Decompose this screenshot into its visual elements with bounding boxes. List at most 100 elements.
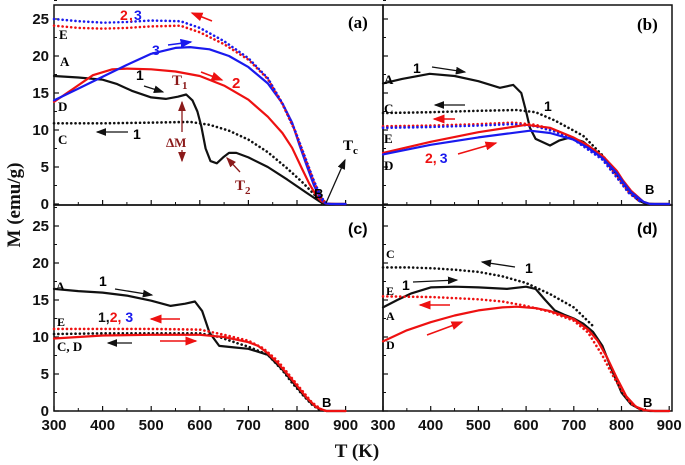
- point-b: B: [643, 395, 652, 410]
- panel-label-b: (b): [637, 15, 658, 34]
- x-tick-label: 500: [139, 417, 164, 434]
- point-c: C: [384, 101, 393, 116]
- label-2-heating: 2: [232, 75, 240, 92]
- y-tick-label: 0: [41, 196, 49, 213]
- point-e: E: [59, 27, 68, 42]
- point-b: B: [322, 395, 331, 410]
- axes-layer: 0 5 10 15 20 25 300 400 500 600 700 800 900 0 5 10 15 20 2…: [32, 0, 682, 434]
- y-tick-label: 20: [32, 255, 49, 272]
- y-tick-label: 10: [32, 329, 49, 346]
- delta-m-label: ΔM: [166, 135, 186, 150]
- plot-frame: [53, 204, 384, 412]
- x-tick-label: 300: [370, 417, 395, 434]
- t1-label: T1: [172, 73, 188, 92]
- point-d: D: [58, 99, 67, 114]
- y-tick-label: 5: [41, 159, 49, 176]
- series-1-dotted-line: [52, 332, 328, 413]
- y-tick-label: 20: [32, 48, 49, 65]
- label-1-2-3: 1,2, 3: [98, 309, 133, 325]
- label-3: 3: [134, 7, 142, 23]
- tc-arrow: [325, 158, 346, 204]
- label-comma: ,: [129, 7, 133, 23]
- point-b: B: [645, 182, 654, 197]
- panel-b-annotations: (b) A 1 C 1 E D 2, 3 B: [384, 15, 658, 197]
- t2-arrow: [226, 157, 241, 173]
- series-2-dotted-line: [52, 24, 328, 205]
- x-tick-label: 700: [236, 417, 261, 434]
- y-tick-label: 25: [32, 11, 49, 28]
- y-tick-label: 15: [32, 85, 49, 102]
- arrow-heating-black: [114, 288, 154, 298]
- panel-d: 300 400 500 600 700 800 900: [370, 204, 682, 434]
- panel-d-annotations: (d) C 1 E 1 A D B: [386, 221, 657, 410]
- point-d: D: [384, 158, 393, 173]
- series-2-dotted-line: [381, 295, 649, 413]
- series-1-dotted-line: [381, 108, 642, 204]
- panel-a-annotations: (a) 2 , 3 E 3 A 1 T1 2 D C 1 ΔM T2 B Tc: [58, 7, 368, 204]
- series-3-solid-line: [52, 46, 347, 206]
- arrow-cooling-black: [480, 259, 516, 268]
- x-axis-label: T (K): [335, 441, 380, 462]
- y-tick-label: 25: [32, 218, 49, 235]
- label-3-heating: 3: [152, 42, 160, 58]
- plot-frame: [53, 4, 384, 206]
- point-b: B: [314, 186, 323, 201]
- arrow-heating-black: [412, 276, 459, 285]
- x-tick-label: 900: [333, 417, 358, 434]
- series-1-solid-line: [52, 74, 347, 206]
- y-tick-label: 0: [41, 403, 49, 420]
- series-1-dotted-line: [52, 120, 325, 205]
- tc-label: Tc: [343, 138, 358, 157]
- point-a: A: [386, 309, 395, 323]
- label-1-heating: 1: [413, 60, 421, 76]
- x-tick-label: 600: [187, 417, 212, 434]
- arrow-cooling-red: [190, 12, 213, 22]
- series-1-dotted-line: [381, 266, 595, 328]
- arrow-heating-black: [143, 85, 165, 93]
- series-3-dotted-line: [381, 122, 642, 204]
- point-e: E: [57, 315, 65, 329]
- label-1-heating: 1: [136, 67, 144, 83]
- point-e: E: [386, 284, 394, 298]
- series-2-dotted-line: [381, 121, 642, 204]
- point-e: E: [384, 131, 393, 146]
- label-2: 2: [120, 7, 128, 23]
- t2-label: T2: [235, 178, 251, 197]
- point-c-d: C, D: [57, 339, 82, 354]
- y-tick-label: 5: [41, 366, 49, 383]
- arrow-heating-blue: [167, 38, 193, 48]
- panel-b: [382, 0, 673, 206]
- x-tick-label: 400: [90, 417, 115, 434]
- panel-label-c: (c): [348, 221, 368, 238]
- label-1-cooling: 1: [544, 98, 552, 114]
- point-a: A: [60, 54, 70, 69]
- label-1-heating: 1: [402, 277, 410, 293]
- point-c: C: [386, 247, 395, 261]
- series-2-solid-line: [52, 67, 347, 206]
- point-c: C: [58, 132, 67, 147]
- curves-layer: [52, 17, 671, 413]
- label-1-cooling: 1: [133, 126, 141, 142]
- y-tick-label: 10: [32, 122, 49, 139]
- point-a: A: [56, 279, 65, 293]
- x-tick-label: 700: [561, 417, 586, 434]
- arrow-heating-black: [431, 66, 467, 75]
- series-3-dotted-line: [52, 17, 328, 205]
- panel-c-annotations: (c) A 1 E 1,2, 3 C, D B: [56, 221, 368, 410]
- x-tick-label: 500: [466, 417, 491, 434]
- plot-frame: [382, 4, 673, 206]
- y-tick-label: 15: [32, 292, 49, 309]
- label-1-cooling: 1: [525, 260, 533, 276]
- point-d: D: [386, 338, 395, 352]
- x-tick-label: 600: [514, 417, 539, 434]
- x-tick-label: 400: [418, 417, 443, 434]
- series-2-solid-line: [381, 305, 671, 413]
- label-1-heating: 1: [99, 273, 107, 289]
- x-tick-label: 900: [657, 417, 682, 434]
- arrow-heating-red: [200, 71, 224, 81]
- series-2-solid-line: [52, 333, 347, 413]
- x-tick-label: 800: [609, 417, 634, 434]
- panel-label-a: (a): [348, 13, 368, 32]
- panel-c: 300 400 500 600 700 800 900 0 5 10 15 20 25: [32, 204, 384, 434]
